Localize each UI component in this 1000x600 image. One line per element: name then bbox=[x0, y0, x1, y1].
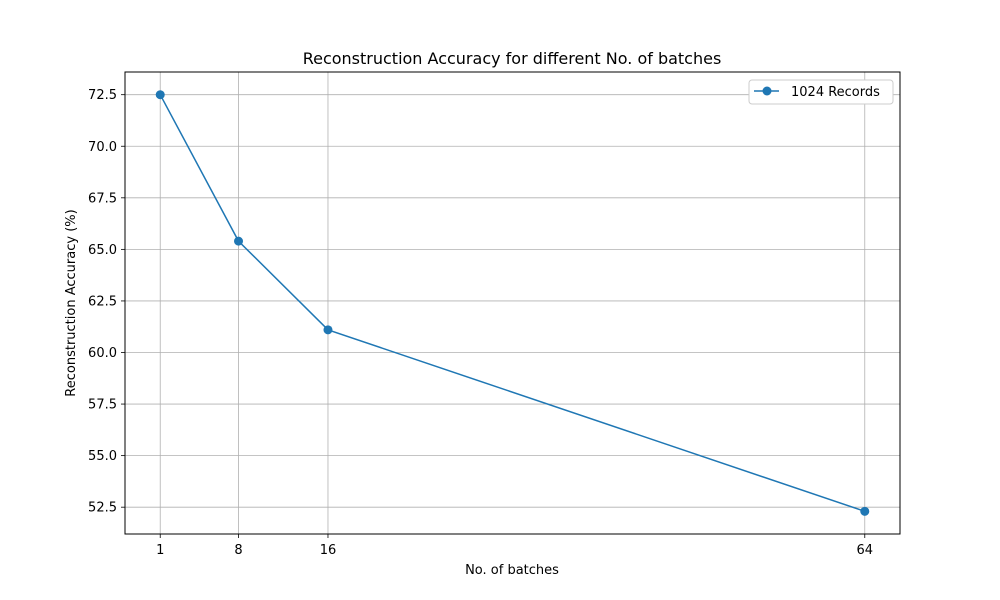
y-tick-label: 55.0 bbox=[88, 449, 117, 464]
x-axis-label: No. of batches bbox=[465, 563, 559, 578]
y-tick-label: 62.5 bbox=[88, 294, 117, 309]
data-point bbox=[323, 325, 333, 335]
y-tick-label: 57.5 bbox=[88, 398, 117, 413]
grid-lines bbox=[125, 72, 900, 534]
data-point bbox=[155, 90, 165, 100]
x-tick-label: 1 bbox=[156, 543, 164, 558]
x-tick-label: 16 bbox=[320, 543, 337, 558]
data-point bbox=[860, 506, 870, 516]
plot-area bbox=[124, 71, 901, 535]
legend: 1024 Records bbox=[748, 79, 894, 105]
chart-title: Reconstruction Accuracy for different No… bbox=[303, 49, 722, 68]
x-axis: 1 8 16 64 bbox=[156, 534, 873, 558]
y-axis: 52.5 55.0 57.5 60.0 62.5 65.0 67.5 70.0 72.5 bbox=[88, 88, 125, 516]
legend-marker-swatch bbox=[762, 86, 772, 96]
legend-frame bbox=[748, 79, 894, 105]
series-layer bbox=[155, 90, 870, 516]
y-tick-label: 70.0 bbox=[88, 140, 117, 155]
y-tick-label: 72.5 bbox=[88, 88, 117, 103]
legend-label: 1024 Records bbox=[791, 85, 880, 100]
series-line bbox=[159, 94, 866, 513]
y-tick-label: 67.5 bbox=[88, 191, 117, 206]
y-tick-label: 65.0 bbox=[88, 243, 117, 258]
y-tick-label: 52.5 bbox=[88, 501, 117, 516]
x-tick-label: 8 bbox=[234, 543, 242, 558]
data-point bbox=[234, 236, 244, 246]
x-tick-label: 64 bbox=[856, 543, 873, 558]
y-axis-label: Reconstruction Accuracy (%) bbox=[64, 209, 79, 396]
y-tick-label: 60.0 bbox=[88, 346, 117, 361]
